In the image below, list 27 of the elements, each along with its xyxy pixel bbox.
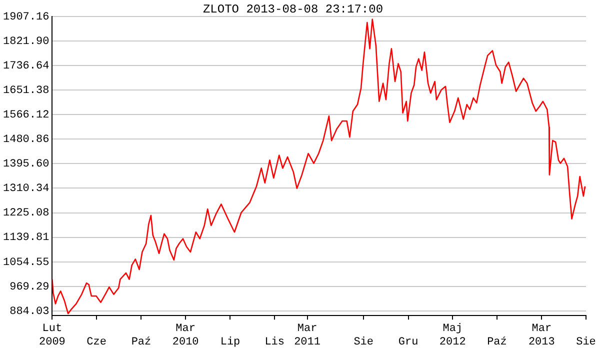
x-tick-label: Paź bbox=[487, 336, 507, 348]
y-tick-label: 1480.86 bbox=[2, 134, 50, 146]
y-tick-label: 1225.08 bbox=[2, 208, 50, 220]
x-tick-label: Gru bbox=[398, 336, 418, 348]
x-tick-label: Sie bbox=[354, 336, 374, 348]
y-tick-label: 1395.60 bbox=[2, 158, 50, 171]
x-tick-label: Maj 2012 bbox=[439, 323, 466, 348]
x-tick-label: Lip bbox=[220, 336, 240, 348]
y-tick-label: 1907.16 bbox=[2, 11, 50, 24]
y-tick-label: 1736.64 bbox=[2, 60, 50, 72]
x-tick-label: Mar 2010 bbox=[172, 323, 199, 348]
y-tick-label: 1651.38 bbox=[2, 84, 50, 97]
x-tick-label: Lut 2009 bbox=[39, 323, 66, 348]
y-tick-label: 969.29 bbox=[10, 281, 50, 294]
chart-title: ZLOTO 2013-08-08 23:17:00 bbox=[202, 2, 384, 16]
x-tick-label: Lis bbox=[264, 336, 284, 348]
y-tick-label: 1821.90 bbox=[2, 36, 50, 48]
x-tick-label: Sie bbox=[576, 336, 596, 348]
y-tick-label: 1310.34 bbox=[2, 183, 50, 196]
x-tick-label: Cze bbox=[86, 336, 106, 348]
x-tick-label: Paź bbox=[131, 336, 152, 348]
y-tick-label: 1054.55 bbox=[2, 256, 50, 269]
x-tick-label: Mar 2011 bbox=[294, 323, 321, 348]
y-tick-label: 1566.12 bbox=[2, 110, 50, 122]
y-tick-label: 1139.81 bbox=[2, 232, 50, 244]
y-tick-label: 884.03 bbox=[10, 306, 50, 318]
x-tick-label: Mar 2013 bbox=[528, 323, 555, 348]
